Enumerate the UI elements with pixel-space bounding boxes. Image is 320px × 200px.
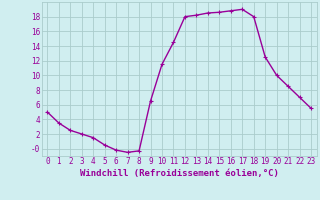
X-axis label: Windchill (Refroidissement éolien,°C): Windchill (Refroidissement éolien,°C) <box>80 169 279 178</box>
